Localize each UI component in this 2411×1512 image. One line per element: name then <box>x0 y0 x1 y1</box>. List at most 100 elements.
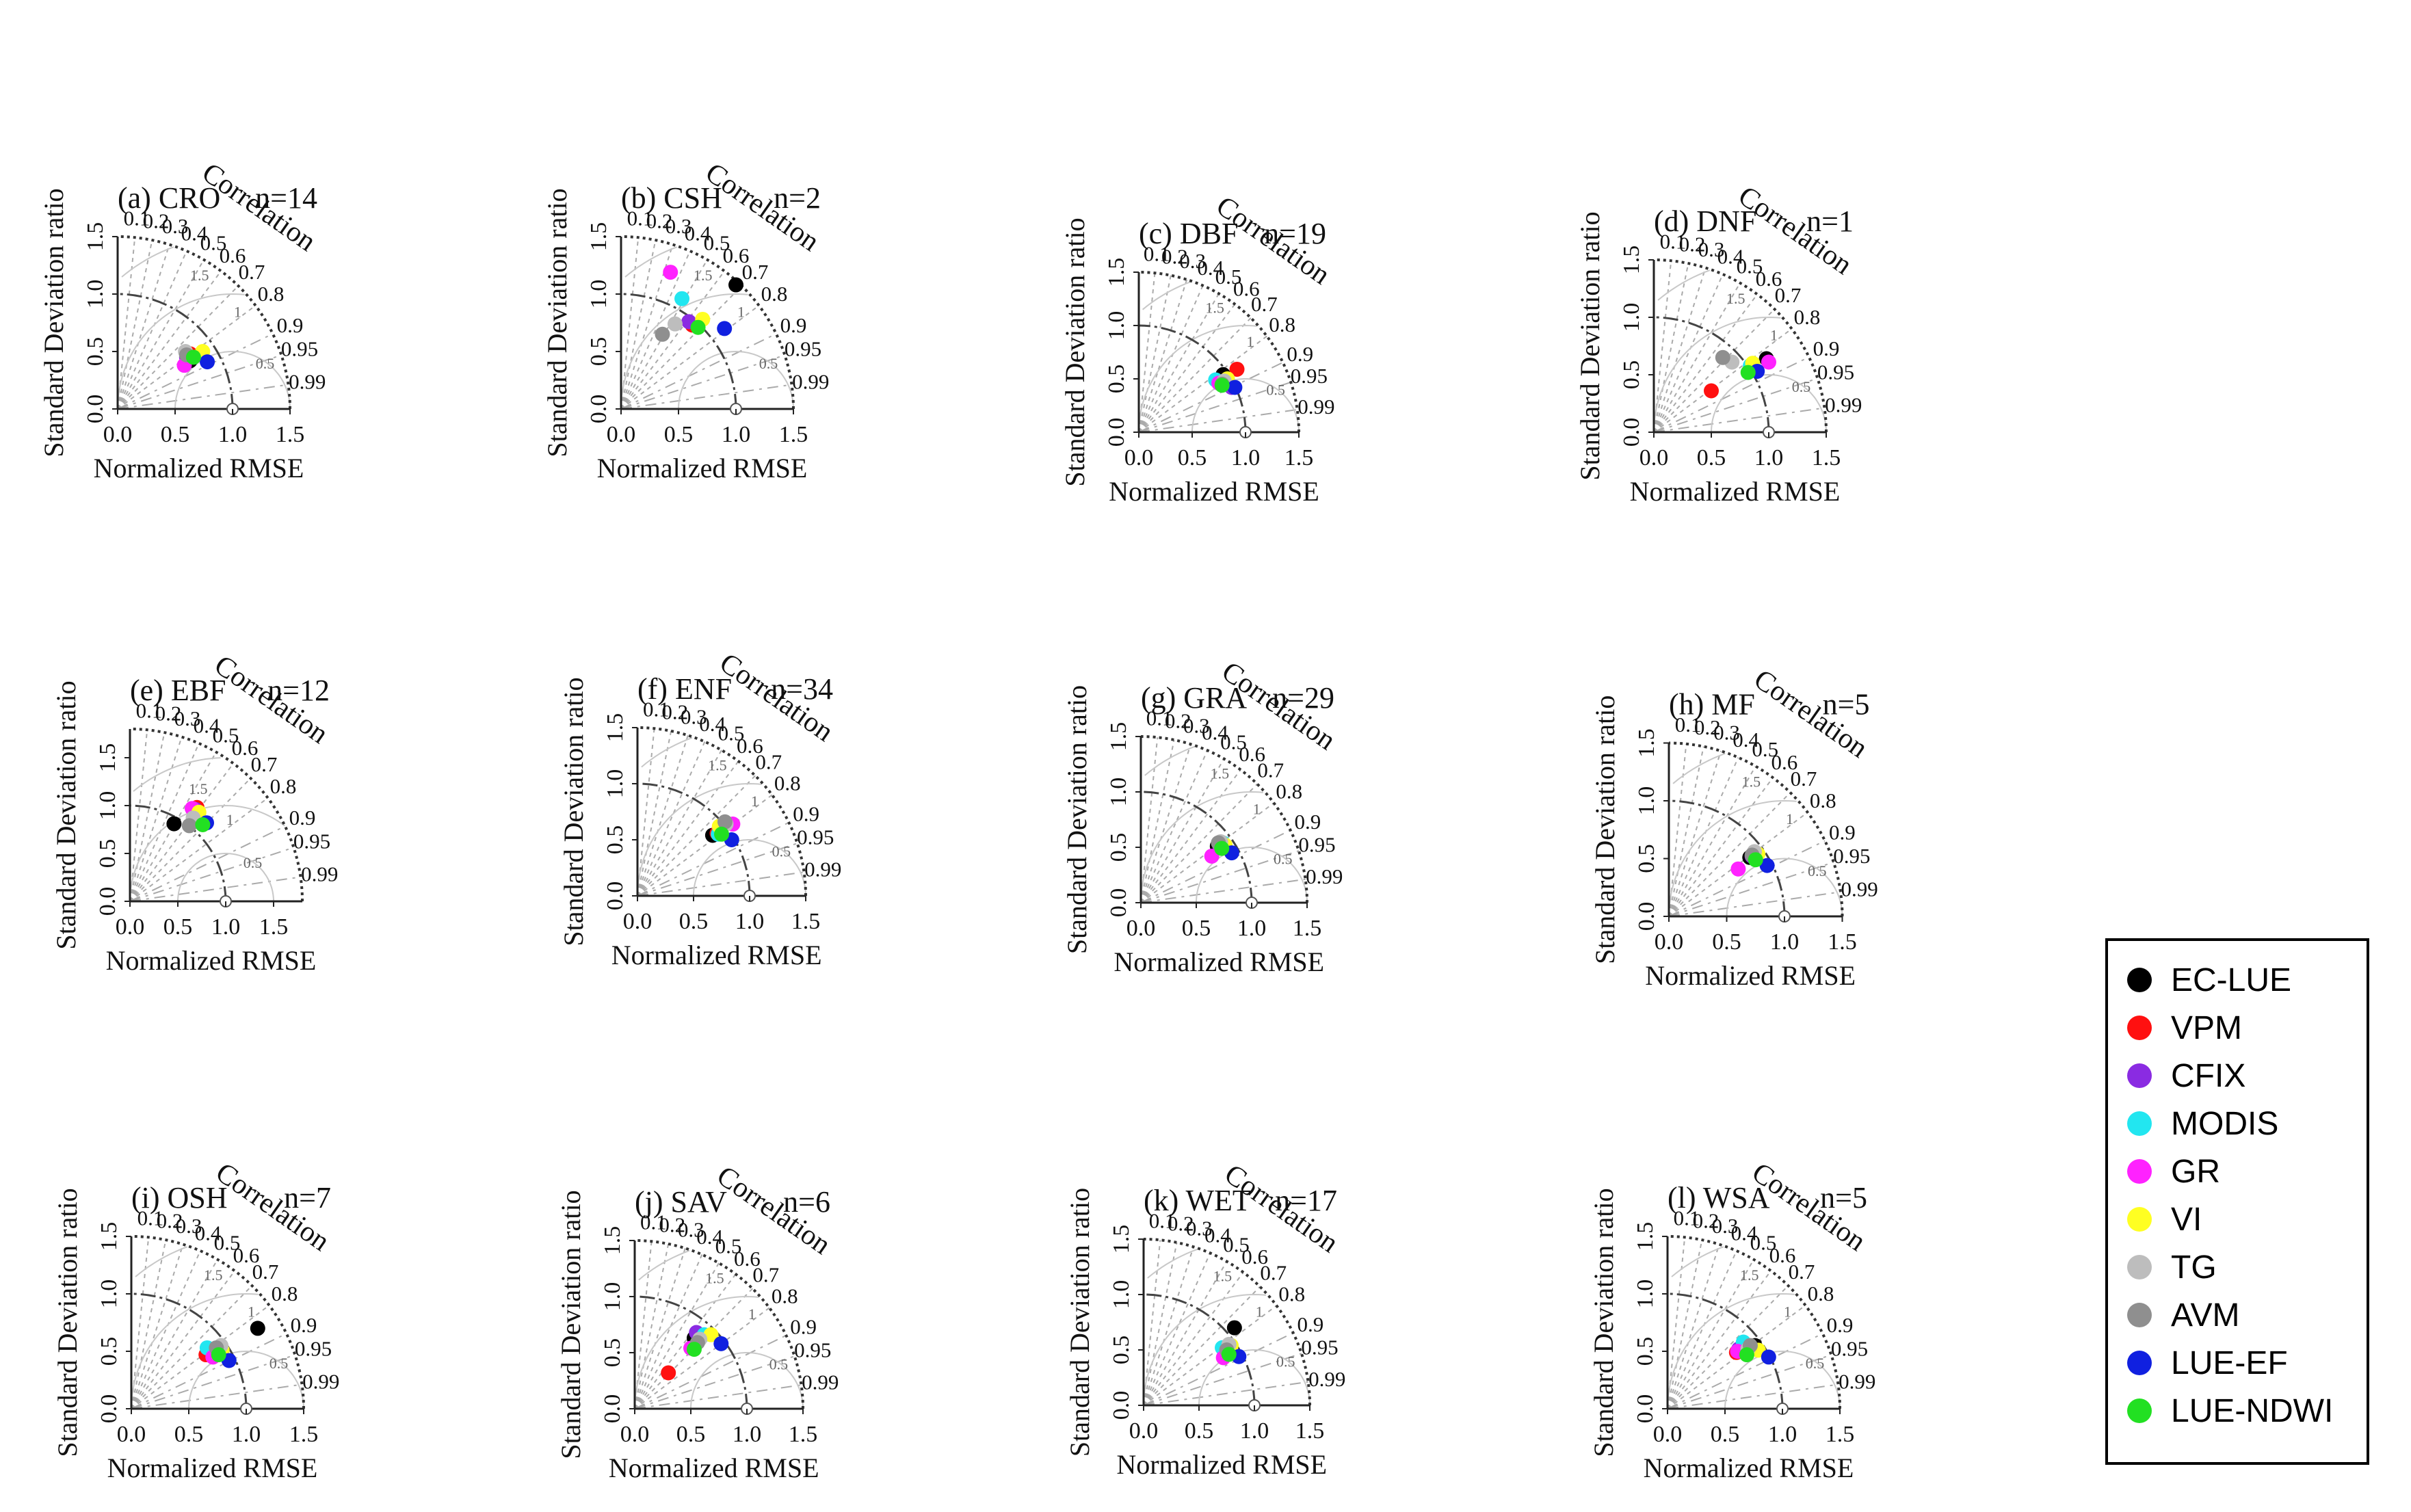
outer-sd-arc <box>1653 258 1828 433</box>
y-tick-label: 0.0 <box>1634 902 1659 931</box>
x-tick-label: 1.0 <box>1240 1418 1269 1444</box>
correlation-ray <box>1143 1246 1194 1406</box>
correlation-tick-label: 0.9 <box>277 313 304 337</box>
correlation-tick-label: 0.3 <box>162 214 189 238</box>
x-tick-label: 1.0 <box>1237 916 1267 941</box>
correlation-tick-label: 0.9 <box>289 806 316 830</box>
y-tick-label: 0.5 <box>1619 360 1644 390</box>
x-tick-label: 0.5 <box>1712 929 1741 955</box>
correlation-ray <box>637 730 672 897</box>
y-tick-label: 0.0 <box>603 881 628 911</box>
x-axis-title: Normalized RMSE <box>1630 476 1841 507</box>
rmse-arc-label: 1.5 <box>1742 773 1761 791</box>
point-tg <box>667 316 683 332</box>
x-tick-label: 1.0 <box>733 1422 762 1447</box>
outer-sd-arc <box>637 726 807 897</box>
taylor-panel: 0.0 0.5 1.0 1.50.00.51.01.50.10.20.30.40.50… <box>1062 656 1343 977</box>
rmse-arc <box>634 1295 759 1409</box>
correlation-ray <box>1653 308 1776 433</box>
legend-item: VI <box>2127 1195 2367 1243</box>
x-tick-label: 0.5 <box>163 914 193 940</box>
correlation-tick-label: 0.8 <box>1810 788 1836 812</box>
correlation-tick-label: 0.3 <box>1712 1214 1739 1238</box>
correlation-tick-label: 0.2 <box>155 702 182 726</box>
correlation-tick-label: 0.8 <box>772 1284 798 1308</box>
panel-sample-count: n=19 <box>1264 217 1326 250</box>
rmse-arc <box>1726 858 1843 917</box>
point-lue-ef <box>713 1336 729 1351</box>
rmse-arc <box>678 350 794 410</box>
y-axis-title: Standard Deviation ratio <box>1059 217 1090 486</box>
correlation-tick-label: 0.8 <box>1269 313 1295 336</box>
correlation-tick-label: 0.3 <box>176 1214 202 1238</box>
correlation-ray <box>634 1241 653 1409</box>
correlation-tick-label: 0.5 <box>718 721 745 745</box>
y-tick-label: 1.0 <box>1109 1280 1134 1310</box>
point-lue-ef <box>1759 858 1775 873</box>
panel-title: (i) OSH <box>131 1181 228 1215</box>
x-axis-title: Normalized RMSE <box>1114 946 1324 977</box>
correlation-tick-label: 0.6 <box>233 1243 260 1267</box>
point-lue-ndwi <box>690 319 706 335</box>
x-tick-label: 0.0 <box>1124 445 1154 470</box>
y-axis-title: Standard Deviation ratio <box>1064 1188 1095 1457</box>
correlation-tick-label: 0.4 <box>195 1221 222 1245</box>
correlation-ray <box>634 1273 737 1409</box>
panel-title: (a) CRO <box>118 181 220 215</box>
point-gr <box>663 265 678 280</box>
rmse-arc-label: 1.5 <box>1740 1266 1759 1284</box>
correlation-ray <box>1143 1252 1211 1406</box>
rmse-arc-label: 1.5 <box>1213 1268 1233 1285</box>
rmse-arc <box>1724 1350 1841 1409</box>
taylor-panel: 0.0 0.5 1.0 1.50.00.51.01.50.10.20.30.40.50… <box>1588 1156 1875 1483</box>
y-tick-label: 1.5 <box>96 1222 122 1251</box>
correlation-tick-label: 0.99 <box>1825 393 1862 417</box>
taylor-panel: 0.0 0.5 1.0 1.50.00.51.01.50.10.20.30.40.50… <box>1059 190 1336 507</box>
outer-sd-arc <box>634 1239 804 1409</box>
correlation-tick-label: 0.2 <box>1168 1211 1194 1235</box>
correlation-ray <box>131 1250 201 1409</box>
correlation-tick-label: 0.4 <box>699 712 726 736</box>
y-tick-label: 1.5 <box>83 222 108 252</box>
legend-label: VI <box>2171 1201 2202 1238</box>
correlation-ray <box>637 728 655 897</box>
correlation-ray <box>129 876 301 902</box>
correlation-tick-label: 0.99 <box>1839 1370 1875 1394</box>
y-tick-label: 1.5 <box>1634 728 1659 758</box>
y-tick-label: 1.5 <box>1619 246 1644 275</box>
taylor-panel: 0.0 0.5 1.0 1.50.00.51.01.50.10.20.30.40.50… <box>558 647 841 970</box>
reference-sd-arc <box>1140 791 1253 903</box>
x-tick-label: 0.0 <box>1127 916 1156 941</box>
rmse-arc <box>1198 1349 1310 1405</box>
reference-sd-arc <box>620 293 737 410</box>
correlation-ray <box>620 239 657 410</box>
x-tick-label: 1.5 <box>1828 929 1857 955</box>
correlation-tick-label: 0.95 <box>293 830 330 853</box>
rmse-arc <box>1672 752 1726 784</box>
correlation-tick-label: 0.2 <box>1165 708 1191 732</box>
y-tick-label: 1.0 <box>1633 1279 1658 1309</box>
correlation-ray <box>1140 750 1209 903</box>
correlation-ray <box>1138 285 1204 433</box>
y-tick-label: 0.0 <box>96 1394 122 1424</box>
y-tick-label: 1.5 <box>95 743 120 773</box>
legend-item: VPM <box>2127 1004 2367 1052</box>
legend-item: TG <box>2127 1243 2367 1291</box>
outer-sd-arc <box>1138 271 1300 433</box>
correlation-tick-label: 0.3 <box>1183 713 1210 737</box>
correlation-ray <box>634 1254 703 1409</box>
legend-label: LUE-EF <box>2171 1344 2288 1381</box>
y-tick-label: 0.0 <box>83 395 108 424</box>
correlation-tick-label: 0.8 <box>272 1282 298 1305</box>
correlation-tick-label: 0.9 <box>1827 1313 1854 1337</box>
rmse-arc <box>131 1292 259 1409</box>
outer-sd-arc <box>1140 735 1308 903</box>
correlation-ray <box>1667 1239 1703 1409</box>
point-lue-ndwi <box>195 817 211 832</box>
correlation-tick-label: 0.6 <box>1241 1245 1268 1269</box>
correlation-tick-label: 0.6 <box>1239 742 1265 766</box>
rmse-arc <box>129 804 285 902</box>
legend-item: AVM <box>2127 1291 2367 1339</box>
rmse-arc-label: 1.5 <box>705 1269 724 1286</box>
rmse-arc <box>1196 847 1308 903</box>
